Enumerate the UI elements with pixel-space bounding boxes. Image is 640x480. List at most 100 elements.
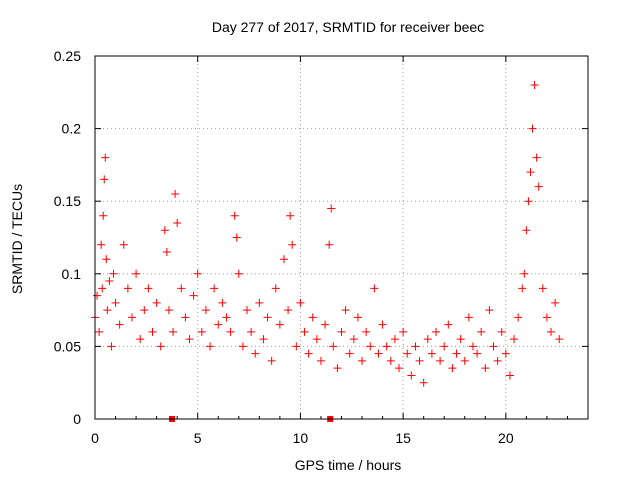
data-point xyxy=(481,364,490,373)
chart-title: Day 277 of 2017, SRMTID for receiver bee… xyxy=(212,19,484,35)
data-point xyxy=(358,356,367,365)
data-point xyxy=(148,327,157,336)
data-point xyxy=(366,342,375,351)
data-point xyxy=(169,327,178,336)
data-point xyxy=(526,168,535,177)
data-point xyxy=(99,211,108,220)
data-point xyxy=(452,349,461,358)
y-tick-label: 0.1 xyxy=(62,266,82,282)
data-point xyxy=(532,153,541,162)
data-point xyxy=(181,313,190,322)
scatter-series xyxy=(91,81,564,387)
data-point xyxy=(497,327,506,336)
data-point xyxy=(341,306,350,315)
y-axis-label: SRMTID / TECUs xyxy=(9,184,25,294)
data-point xyxy=(431,327,440,336)
data-point xyxy=(230,211,239,220)
data-point xyxy=(468,342,477,351)
x-tick-label: 0 xyxy=(91,430,99,446)
data-point xyxy=(542,313,551,322)
data-point xyxy=(185,335,194,344)
data-point xyxy=(407,371,416,380)
data-point xyxy=(97,240,106,249)
data-point xyxy=(528,124,537,133)
data-point xyxy=(206,342,215,351)
data-point xyxy=(547,327,556,336)
data-point xyxy=(144,284,153,293)
data-point xyxy=(111,298,120,307)
data-point xyxy=(95,327,104,336)
data-point xyxy=(349,335,358,344)
data-point xyxy=(524,197,533,206)
data-point xyxy=(226,327,235,336)
data-point xyxy=(386,356,395,365)
data-point xyxy=(304,349,313,358)
data-point xyxy=(300,327,309,336)
y-tick-label: 0.05 xyxy=(54,338,81,354)
data-point xyxy=(279,255,288,264)
data-point xyxy=(119,240,128,249)
data-point xyxy=(518,284,527,293)
data-point xyxy=(505,371,514,380)
data-point xyxy=(436,356,445,365)
data-point xyxy=(423,335,432,344)
data-point xyxy=(105,277,114,286)
x-tick-label: 15 xyxy=(395,430,411,446)
data-point xyxy=(312,335,321,344)
data-point xyxy=(214,320,223,329)
data-point xyxy=(263,313,272,322)
data-point xyxy=(493,356,502,365)
data-point xyxy=(115,320,124,329)
data-point xyxy=(98,284,107,293)
data-point xyxy=(551,298,560,307)
data-point xyxy=(102,255,111,264)
data-point xyxy=(100,175,109,184)
data-point xyxy=(403,349,412,358)
data-point xyxy=(489,342,498,351)
data-point xyxy=(520,269,529,278)
y-tick-label: 0 xyxy=(73,411,81,427)
x-tick-label: 20 xyxy=(498,430,514,446)
data-point xyxy=(189,291,198,300)
data-point xyxy=(308,313,317,322)
data-point xyxy=(286,211,295,220)
data-point xyxy=(284,306,293,315)
data-point xyxy=(448,364,457,373)
data-point xyxy=(321,320,330,329)
data-point xyxy=(292,342,301,351)
data-point xyxy=(259,335,268,344)
data-point xyxy=(171,189,180,198)
data-point xyxy=(427,349,436,358)
data-point xyxy=(234,269,243,278)
data-point xyxy=(555,335,564,344)
y-tick-label: 0.15 xyxy=(54,193,81,209)
ticks: 0 5 10 15 20 0 0.05 0.1 0.15 0.2 0.25 xyxy=(54,48,588,446)
data-point xyxy=(399,327,408,336)
data-point xyxy=(222,313,231,322)
data-point xyxy=(132,269,141,278)
data-point xyxy=(477,327,486,336)
x-tick-label: 5 xyxy=(194,430,202,446)
data-point xyxy=(164,306,173,315)
data-point xyxy=(456,335,465,344)
data-point xyxy=(152,298,161,307)
data-point xyxy=(271,284,280,293)
data-point xyxy=(485,306,494,315)
data-point xyxy=(390,335,399,344)
data-point xyxy=(177,284,186,293)
data-point xyxy=(510,335,519,344)
data-point xyxy=(316,356,325,365)
data-point xyxy=(232,233,241,242)
data-point xyxy=(325,240,334,249)
data-point xyxy=(101,153,110,162)
data-point xyxy=(530,81,539,90)
data-point xyxy=(353,313,362,322)
data-point xyxy=(288,240,297,249)
data-point xyxy=(464,313,473,322)
data-point xyxy=(370,284,379,293)
data-point xyxy=(501,349,510,358)
data-point xyxy=(460,356,469,365)
data-point xyxy=(267,356,276,365)
data-point xyxy=(127,313,136,322)
